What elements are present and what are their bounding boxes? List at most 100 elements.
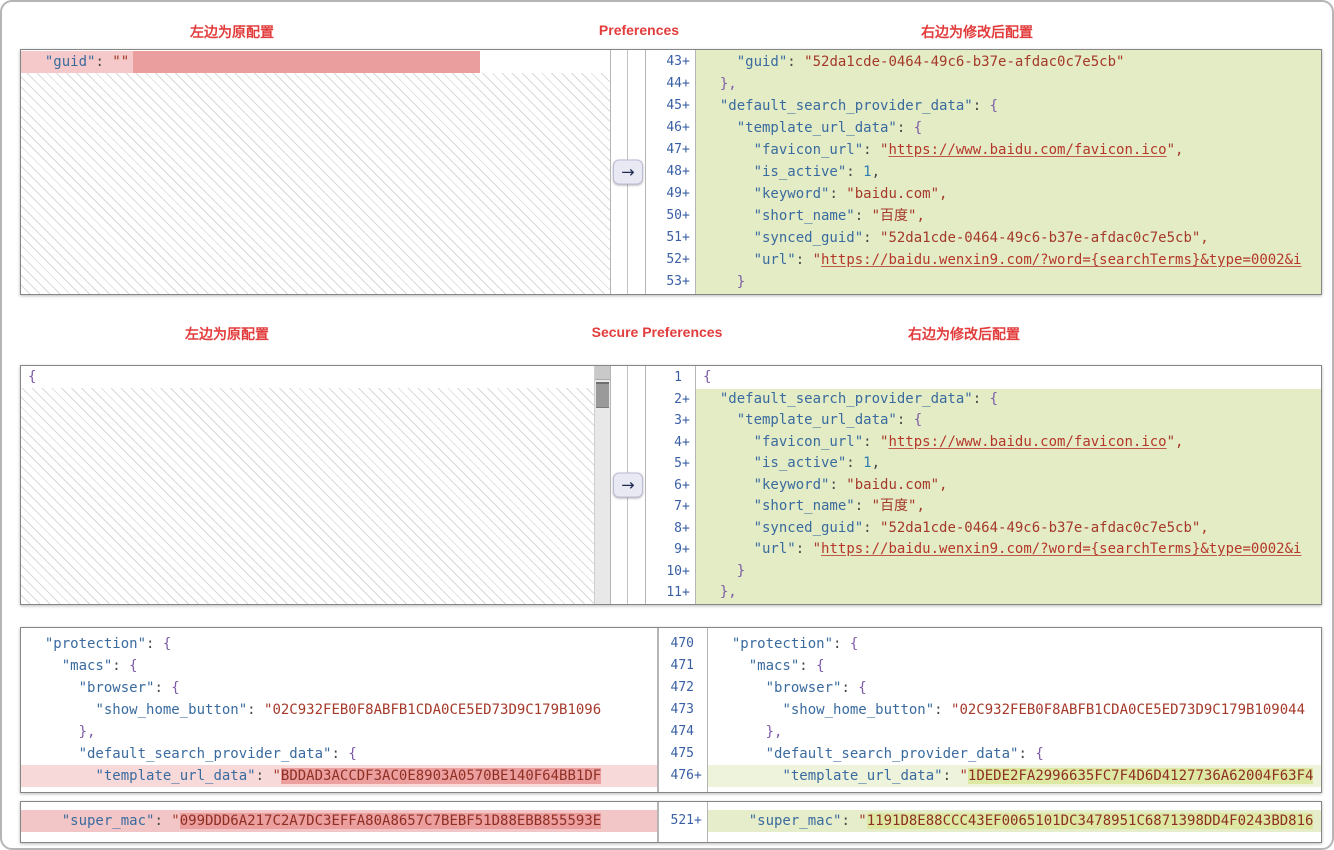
line-number-value: 10	[666, 563, 682, 579]
code-line: "macs": {	[21, 655, 657, 677]
scrollbar-thumb[interactable]	[596, 382, 609, 408]
added-line-marker: +	[682, 252, 690, 267]
code-token-b: {	[913, 412, 923, 428]
code-token-s: "52da1cde-0464-49c6-b37e-afdac0c7e5cb"	[804, 54, 1125, 70]
code-token-pl	[703, 584, 720, 600]
modified-config-pane: { "default_search_provider_data": { "tem…	[696, 366, 1321, 604]
code-token-pl	[703, 252, 754, 268]
code-token-k: "template_url_data"	[782, 768, 943, 784]
preferences-header: 左边为原配置 Preferences 右边为修改后配置	[2, 22, 1332, 42]
line-number: 11 +	[646, 582, 691, 604]
code-token-pl	[703, 164, 754, 180]
right-pane-label: 右边为修改后配置	[908, 326, 1020, 342]
code-line: "url": "https://baidu.wenxin9.com/?word=…	[696, 249, 1321, 271]
line-number: 1	[646, 367, 691, 389]
line-number-value: 521	[670, 813, 694, 828]
code-token-pl	[703, 391, 720, 407]
line-number-value: 47	[666, 142, 682, 157]
added-line-marker: +	[682, 520, 690, 536]
code-token-s: "	[171, 813, 180, 829]
code-token-pl	[703, 54, 737, 70]
code-token-k: "protection"	[44, 636, 147, 652]
line-number-value: 476	[670, 768, 694, 783]
line-number: 46 +	[646, 117, 691, 139]
code-token-b: {	[171, 680, 180, 696]
line-number: 474	[659, 721, 703, 743]
added-line-marker	[694, 699, 703, 721]
empty-region-hatch	[21, 73, 610, 294]
added-line-marker	[694, 743, 703, 765]
code-token-b: {	[1035, 746, 1044, 762]
code-token-b: {	[129, 658, 138, 674]
line-number: 51 +	[646, 227, 691, 249]
code-token-b: {	[849, 636, 859, 652]
line-number: 47 +	[646, 139, 691, 161]
line-number-value: 7	[674, 499, 682, 514]
super-mac-diff-box: "super_mac": "099DDD6A217C2A7DC3EFFA80A8…	[20, 801, 1322, 843]
line-number: 4 +	[646, 432, 691, 454]
original-config-pane: {	[21, 366, 611, 604]
code-line: },	[696, 582, 1321, 604]
line-number: 472	[659, 677, 703, 699]
added-line-marker: +	[682, 54, 690, 69]
code-token-pl: :	[146, 636, 163, 652]
code-token-k: "is_active"	[753, 164, 847, 180]
code-line: "template_url_data": {	[696, 410, 1321, 432]
code-token-k: "url"	[753, 252, 796, 268]
code-token-k: "macs"	[748, 658, 800, 674]
added-line-marker	[694, 721, 703, 743]
code-token-pl: :	[829, 476, 847, 493]
line-number-value: 49	[666, 186, 682, 201]
code-line: "show_home_button": "02C932FEB0F8ABFB1CD…	[21, 699, 657, 721]
code-token-b: {	[348, 746, 357, 762]
line-number-gutter: 43 +44 +45 +46 +47 +48 +49 +50 +51 +52 +53 +	[646, 50, 696, 294]
code-token-k: "macs"	[61, 658, 113, 674]
code-token-pl: :	[942, 768, 960, 784]
code-line: "super_mac": "1191D8E88CCC43EF0065101DC3…	[708, 810, 1321, 832]
code-token-k: "keyword"	[753, 186, 830, 202]
line-number-value: 53	[666, 274, 682, 289]
modified-config-pane: "guid": "52da1cde-0464-49c6-b37e-afdac0c…	[696, 50, 1321, 294]
code-token-pl	[703, 412, 737, 428]
added-line-marker: +	[694, 768, 702, 783]
code-token-pl	[703, 498, 754, 514]
code-token-pl	[28, 636, 45, 652]
code-token-b: },	[765, 724, 783, 740]
line-number-gutter: 521 +	[658, 802, 708, 842]
code-line: "template_url_data": "1DEDE2FA2996635FC7…	[708, 765, 1321, 787]
code-line: {	[21, 367, 610, 389]
added-line-marker: +	[682, 208, 690, 223]
code-token-s: ""	[112, 54, 130, 70]
code-token-b: {	[989, 98, 999, 114]
code-token-pl: :	[972, 98, 990, 114]
code-token-u: https://www.baidu.com/favicon.ico	[888, 142, 1167, 158]
code-token-pl	[715, 768, 782, 784]
code-token-k: "browser"	[78, 680, 155, 696]
code-token-pl	[703, 434, 754, 450]
right-pane-label: 右边为修改后配置	[921, 24, 1033, 40]
copy-to-right-button[interactable]: →	[613, 159, 643, 185]
added-line-marker: +	[682, 585, 690, 600]
added-line-marker: +	[682, 274, 690, 289]
scrollbar-top-cap[interactable]	[595, 366, 610, 380]
line-number: 45 +	[646, 95, 691, 117]
code-token-s: "	[812, 252, 822, 268]
copy-to-right-button[interactable]: →	[613, 472, 643, 498]
merge-gutter: →	[611, 366, 646, 604]
code-token-pl: :	[795, 252, 813, 268]
code-token-s: "52da1cde-0464-49c6-b37e-afdac0c7e5cb",	[880, 230, 1209, 246]
code-token-pl: :	[896, 120, 914, 136]
code-token-pl	[715, 636, 732, 652]
added-line-marker	[694, 633, 703, 655]
code-token-pl	[28, 51, 45, 73]
preferences-diff-box: "guid": "" → 43 +44 +45 +46 +47 +48 +49 +50 +51 +…	[20, 49, 1322, 295]
code-token-s: ",	[1166, 142, 1184, 158]
code-token-pl: :	[863, 519, 881, 536]
added-line-marker: +	[682, 456, 690, 471]
code-token-pl: :	[112, 658, 130, 674]
code-token-k: "show_home_button"	[782, 702, 935, 718]
code-line: "protection": {	[708, 633, 1321, 655]
scrollbar-track[interactable]	[594, 366, 610, 604]
original-config-pane: "protection": { "macs": { "browser": { "…	[21, 628, 658, 792]
code-line: "default_search_provider_data": {	[708, 743, 1321, 765]
